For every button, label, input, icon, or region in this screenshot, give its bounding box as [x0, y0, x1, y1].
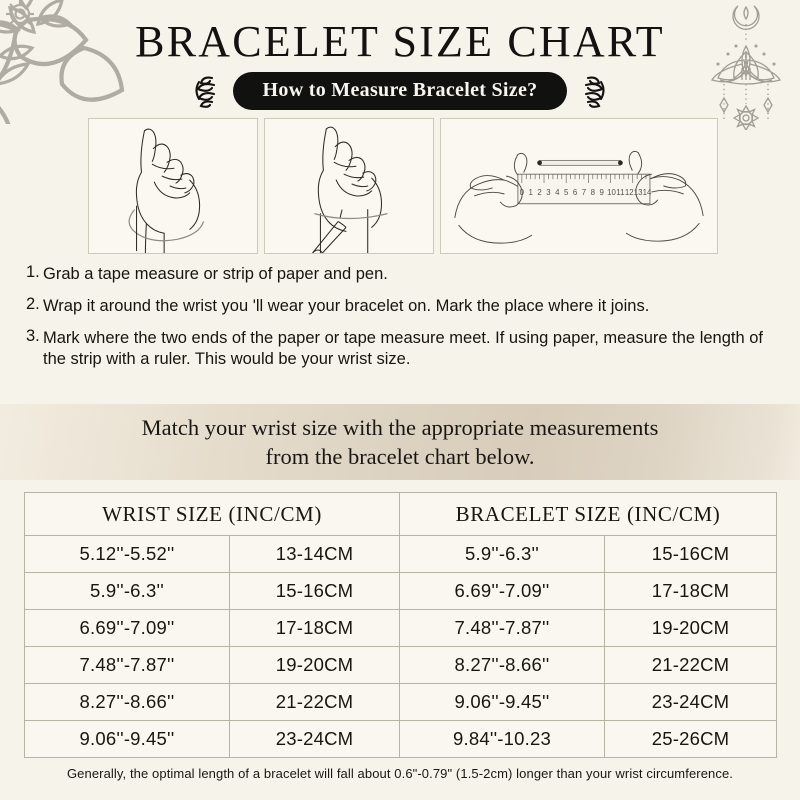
cell-bracelet-inch: 5.9''-6.3'' — [399, 535, 605, 573]
svg-text:6: 6 — [573, 188, 578, 197]
svg-text:10: 10 — [607, 188, 616, 197]
cell-wrist-cm: 15-16CM — [229, 572, 400, 610]
banner-line-2: from the bracelet chart below. — [265, 444, 535, 469]
swirl-flourish-icon — [585, 76, 606, 108]
banner-text: Match your wrist size with the appropria… — [20, 413, 780, 472]
subtitle-row: How to Measure Bracelet Size? — [0, 72, 800, 110]
table-row: 5.12''-5.52'' 13-14CM 5.9''-6.3'' 15-16C… — [24, 535, 777, 573]
subtitle-pill: How to Measure Bracelet Size? — [232, 72, 568, 110]
step-text: Wrap it around the wrist you 'll wear yo… — [43, 296, 650, 315]
cell-wrist-cm: 13-14CM — [229, 535, 400, 573]
cell-bracelet-inch: 9.84''-10.23 — [399, 720, 605, 758]
list-item: 2. Wrap it around the wrist you 'll wear… — [26, 296, 778, 318]
cell-wrist-inch: 7.48''-7.87'' — [24, 646, 230, 684]
footer-note: Generally, the optimal length of a brace… — [66, 766, 734, 781]
page-title: BRACELET SIZE CHART — [135, 17, 665, 66]
header-bracelet-size: BRACELET SIZE (INC/CM) — [399, 492, 777, 536]
cell-bracelet-cm: 19-20CM — [604, 609, 777, 647]
banner-line-1: Match your wrist size with the appropria… — [141, 414, 659, 440]
bracelet-size-table: WRIST SIZE (INC/CM) BRACELET SIZE (INC/C… — [24, 492, 777, 758]
cell-bracelet-inch: 6.69''-7.09'' — [399, 572, 605, 610]
cell-wrist-inch: 5.12''-5.52'' — [24, 535, 230, 573]
svg-text:3: 3 — [546, 188, 551, 197]
cell-bracelet-cm: 21-22CM — [604, 646, 777, 684]
illustration-wrist-marked-with-pen — [264, 118, 434, 254]
measurement-steps: 1. Grab a tape measure or strip of paper… — [26, 264, 778, 381]
illustration-fist-with-tape-measure — [88, 118, 258, 254]
svg-text:12: 12 — [625, 188, 634, 197]
cell-bracelet-cm: 15-16CM — [604, 535, 777, 573]
cell-bracelet-cm: 17-18CM — [604, 572, 777, 610]
step-number: 2. — [26, 294, 40, 313]
table-row: 5.9''-6.3'' 15-16CM 6.69''-7.09'' 17-18C… — [24, 572, 777, 610]
list-item: 1. Grab a tape measure or strip of paper… — [26, 264, 778, 286]
svg-text:13: 13 — [634, 188, 643, 197]
table-row: 7.48''-7.87'' 19-20CM 8.27''-8.66'' 21-2… — [24, 646, 777, 684]
cell-bracelet-inch: 9.06''-9.45'' — [399, 683, 605, 721]
cell-bracelet-cm: 25-26CM — [604, 720, 777, 758]
cell-bracelet-inch: 8.27''-8.66'' — [399, 646, 605, 684]
svg-text:1: 1 — [529, 188, 533, 197]
step-number: 1. — [26, 263, 40, 281]
swirl-flourish-icon — [194, 76, 215, 108]
table-row: 8.27''-8.66'' 21-22CM 9.06''-9.45'' 23-2… — [24, 683, 777, 721]
header-wrist-size: WRIST SIZE (INC/CM) — [24, 492, 400, 536]
size-table-wrapper: WRIST SIZE (INC/CM) BRACELET SIZE (INC/C… — [24, 492, 777, 758]
cell-wrist-inch: 9.06''-9.45'' — [24, 720, 230, 758]
svg-text:9: 9 — [599, 188, 603, 197]
cell-wrist-inch: 5.9''-6.3'' — [24, 572, 230, 610]
match-size-banner: Match your wrist size with the appropria… — [0, 404, 800, 480]
step-text: Mark where the two ends of the paper or … — [43, 328, 763, 369]
cell-wrist-cm: 17-18CM — [229, 609, 400, 647]
svg-text:14: 14 — [643, 188, 652, 197]
svg-text:4: 4 — [555, 188, 560, 197]
mandala-flower-ornament — [0, 0, 125, 124]
lotus-moon-ornament — [711, 5, 781, 130]
svg-text:2: 2 — [537, 188, 541, 197]
cell-bracelet-inch: 7.48''-7.87'' — [399, 609, 605, 647]
table-row: 6.69''-7.09'' 17-18CM 7.48''-7.87'' 19-2… — [24, 609, 777, 647]
svg-text:8: 8 — [591, 188, 596, 197]
cell-wrist-cm: 23-24CM — [229, 720, 400, 758]
cell-wrist-cm: 19-20CM — [229, 646, 400, 684]
svg-text:11: 11 — [616, 188, 624, 197]
svg-text:7: 7 — [582, 188, 586, 197]
cell-wrist-cm: 21-22CM — [229, 683, 400, 721]
cell-bracelet-cm: 23-24CM — [604, 683, 777, 721]
step-text: Grab a tape measure or strip of paper an… — [43, 265, 388, 283]
list-item: 3. Mark where the two ends of the paper … — [26, 326, 778, 372]
cell-wrist-inch: 6.69''-7.09'' — [24, 609, 230, 647]
step-number: 3. — [26, 326, 40, 345]
svg-text:5: 5 — [564, 188, 569, 197]
cell-wrist-inch: 8.27''-8.66'' — [24, 683, 230, 721]
table-header-row: WRIST SIZE (INC/CM) BRACELET SIZE (INC/C… — [24, 492, 777, 536]
table-row: 9.06''-9.45'' 23-24CM 9.84''-10.23 25-26… — [24, 720, 777, 758]
